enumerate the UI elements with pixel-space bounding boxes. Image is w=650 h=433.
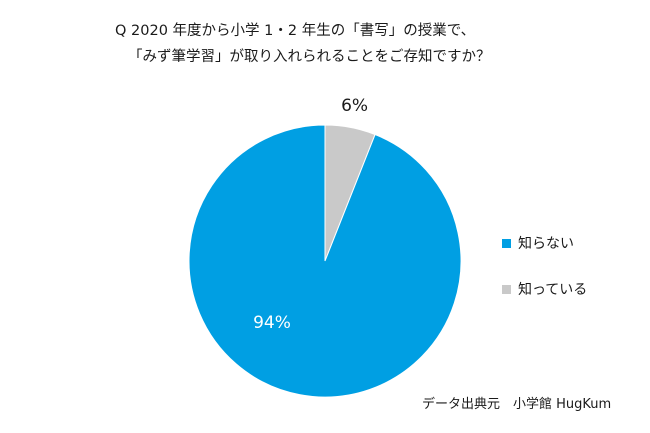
legend-item-1: 知っている (502, 279, 587, 299)
chart-title-line2: 「みず筆学習」が取り入れられることをご存知ですか？ (128, 49, 491, 65)
legend-swatch-0 (502, 238, 511, 248)
legend-swatch-1 (502, 284, 511, 294)
data-source: データ出典元 小学館 HugKum (422, 397, 612, 412)
pie-slice-1 (188, 124, 462, 398)
legend-label-0: 知らない (518, 236, 574, 252)
pie-label-1: 94% (253, 313, 291, 333)
legend-item-0: 知らない (502, 233, 574, 253)
chart-title-line1: Q 2020 年度から小学 1・2 年生の「書写」の授業で、 (115, 23, 476, 39)
legend-label-1: 知っている (518, 282, 588, 298)
pie-label-0: 6% (341, 96, 368, 116)
